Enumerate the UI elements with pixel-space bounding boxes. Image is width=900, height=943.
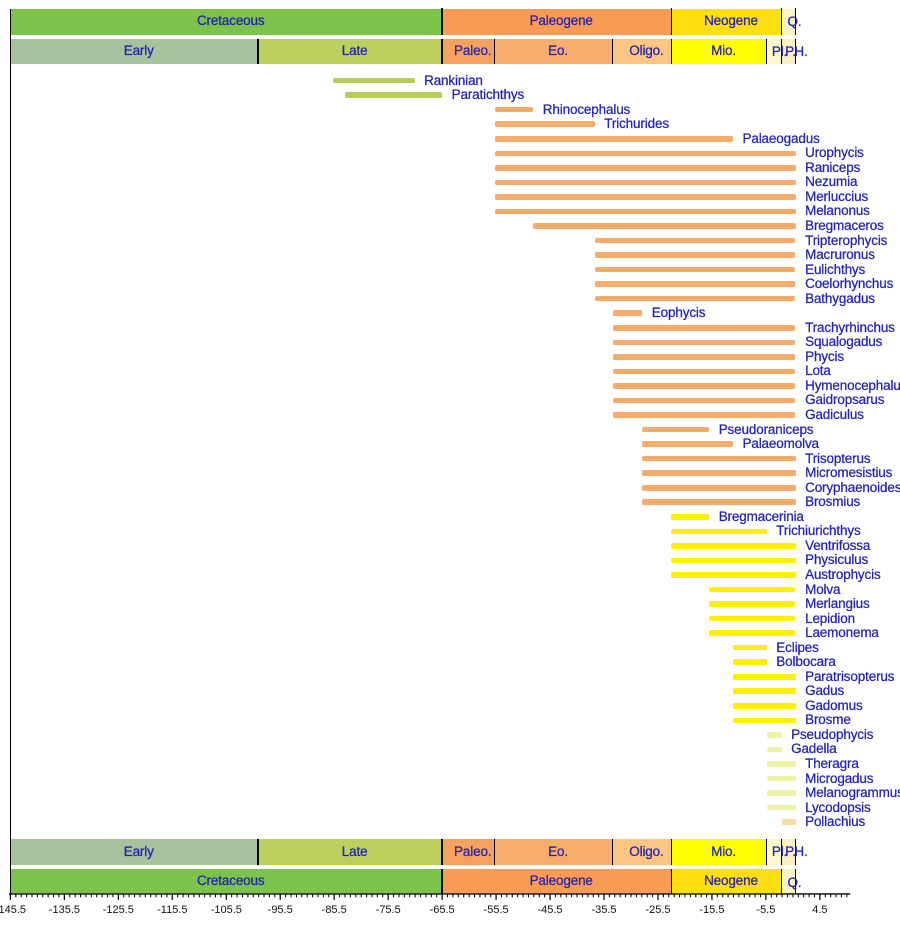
svg-text:-105.5: -105.5 — [211, 904, 242, 916]
svg-text:-35.5: -35.5 — [591, 904, 616, 916]
svg-text:-125.5: -125.5 — [103, 904, 134, 916]
svg-text:-45.5: -45.5 — [537, 904, 562, 916]
svg-text:-75.5: -75.5 — [376, 904, 401, 916]
svg-text:-135.5: -135.5 — [49, 904, 80, 916]
svg-text:-145.5: -145.5 — [0, 904, 26, 916]
svg-text:-85.5: -85.5 — [322, 904, 347, 916]
svg-text:-5.5: -5.5 — [756, 904, 775, 916]
svg-text:-15.5: -15.5 — [699, 904, 724, 916]
svg-text:-25.5: -25.5 — [645, 904, 670, 916]
svg-text:-55.5: -55.5 — [484, 904, 509, 916]
svg-text:-95.5: -95.5 — [268, 904, 293, 916]
svg-text:4.5: 4.5 — [812, 904, 827, 916]
svg-text:-115.5: -115.5 — [157, 904, 187, 916]
svg-text:-65.5: -65.5 — [430, 904, 455, 916]
